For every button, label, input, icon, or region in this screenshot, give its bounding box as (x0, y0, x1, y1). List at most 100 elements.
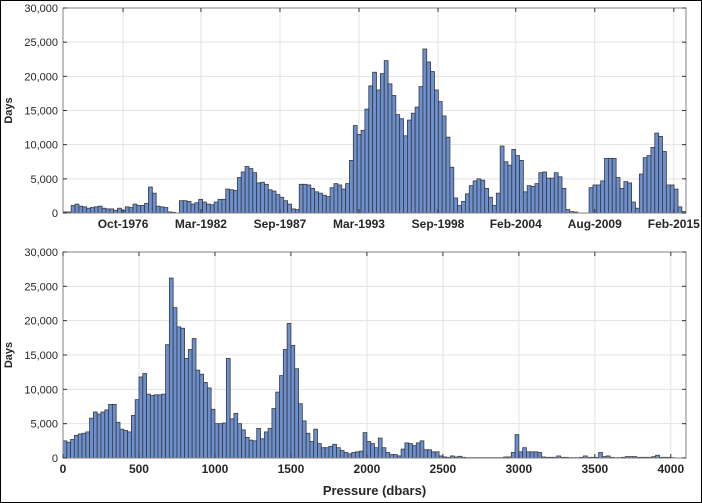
histogram-bar (510, 452, 516, 459)
histogram-bar (203, 382, 208, 459)
histogram-bar (172, 307, 178, 459)
histogram-bar (484, 187, 489, 214)
histogram-bar (282, 349, 288, 459)
histogram-bar (324, 447, 330, 459)
histogram-bar (526, 451, 531, 459)
histogram-bar (538, 172, 544, 214)
histogram-bar (178, 200, 184, 214)
histogram-bar (161, 393, 166, 459)
histogram-bar (168, 277, 174, 459)
histogram-bar (550, 177, 555, 214)
histogram-bar (329, 187, 335, 214)
histogram-bar (130, 415, 136, 459)
histogram-bar (370, 443, 375, 459)
histogram-bar (229, 189, 234, 214)
x-tick-label: 500 (129, 462, 149, 476)
histogram-bar (337, 184, 343, 214)
histogram-bar (366, 441, 372, 459)
histogram-bar (229, 418, 235, 459)
histogram-bar (423, 449, 429, 459)
histogram-bar (627, 182, 632, 214)
histogram-bar (241, 429, 246, 459)
histogram-bar (379, 73, 385, 214)
histogram-bar (480, 179, 486, 214)
histogram-bar (66, 441, 71, 459)
histogram-bar (165, 344, 170, 459)
histogram-bar (561, 187, 567, 214)
histogram-bar (256, 428, 261, 459)
histogram-bar (537, 452, 543, 459)
histogram-bar (210, 408, 216, 459)
histogram-bar (461, 200, 466, 214)
histogram-bar (347, 453, 353, 459)
histogram-bar (321, 194, 327, 214)
histogram-bar (202, 201, 207, 214)
histogram-bar (658, 136, 663, 214)
histogram-bar (533, 451, 539, 459)
histogram-bar (271, 190, 277, 214)
x-tick-label: 4000 (657, 462, 684, 476)
histogram-bar (305, 432, 311, 459)
histogram-bar (457, 205, 462, 214)
histogram-bar (180, 327, 185, 459)
histogram-bar (534, 183, 540, 214)
x-tick-label: Feb-2015 (648, 217, 700, 231)
histogram-bar (240, 171, 246, 214)
histogram-bar (419, 440, 425, 459)
histogram-bar (233, 412, 239, 459)
x-tick-label: Sep-1987 (254, 217, 307, 231)
histogram-bar (287, 203, 292, 214)
histogram-bar (271, 408, 277, 459)
histogram-bar (615, 177, 621, 214)
y-tick-label: 10,000 (24, 384, 58, 396)
x-tick-label: 2500 (430, 462, 457, 476)
histogram-bar (142, 373, 147, 459)
histogram-bar (623, 181, 629, 214)
histogram-bar (377, 437, 383, 459)
histogram-bar (339, 450, 345, 459)
y-tick-label: 0 (52, 453, 58, 465)
chart-2: 0 5,000 10,000 15,000 20,000 25,000 30,000 0 500… (3, 247, 687, 498)
histogram-bar (453, 197, 459, 214)
y-tick-label: 20,000 (24, 316, 58, 328)
histogram-bar (635, 207, 640, 214)
histogram-bar (92, 411, 98, 459)
histogram-bar (302, 183, 308, 214)
histogram-bar (157, 394, 163, 459)
histogram-bar (62, 440, 68, 459)
histogram-bar (376, 89, 381, 214)
histogram-bar (214, 423, 220, 459)
histogram-bar (119, 428, 125, 459)
histogram-bar (149, 395, 155, 459)
histogram-bar (515, 155, 520, 214)
histogram-bar (275, 391, 280, 459)
histogram-bar (256, 182, 261, 214)
histogram-bar (650, 146, 656, 214)
histogram-bar (604, 157, 609, 214)
histogram-bar (514, 434, 520, 459)
histogram-bar (358, 450, 364, 459)
histogram-bar (507, 164, 513, 214)
histogram-bar (124, 206, 130, 214)
histogram-bar (117, 207, 122, 214)
histogram-bar (418, 86, 424, 214)
histogram-bar (159, 206, 165, 214)
histogram-bar (415, 442, 421, 459)
histogram-bar (244, 436, 250, 459)
histogram-bar (526, 185, 532, 214)
histogram-bar (530, 185, 536, 214)
histogram-bar (283, 200, 289, 214)
x-tick-label: 3500 (581, 462, 608, 476)
histogram-bar (320, 447, 326, 459)
histogram-bar (522, 447, 527, 459)
histogram-bar (148, 186, 153, 214)
histogram-bar (279, 375, 284, 459)
histogram-bar (96, 413, 102, 459)
histogram-bar (611, 157, 617, 214)
y-tick-label: 30,000 (24, 3, 58, 15)
histogram-bar (468, 185, 474, 214)
histogram-bar (662, 151, 667, 214)
histogram-bar (184, 358, 189, 459)
histogram-bar (431, 451, 436, 459)
